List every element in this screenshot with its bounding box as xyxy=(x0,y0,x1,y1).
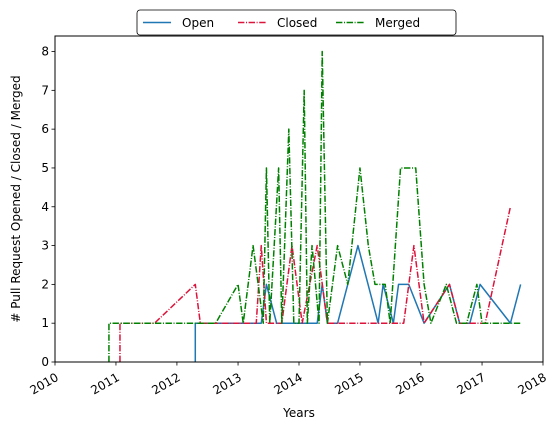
y-tick-label: 8 xyxy=(41,45,49,59)
legend-box xyxy=(136,9,457,36)
x-tick-label: 2014 xyxy=(271,370,304,397)
x-tick-label: 2012 xyxy=(149,370,182,397)
x-tick-label: 2010 xyxy=(27,370,60,397)
y-axis: 0 1 2 3 4 5 6 7 8 xyxy=(41,45,55,369)
legend: Open Closed Merged xyxy=(136,9,457,36)
x-tick-label: 2013 xyxy=(210,370,243,397)
legend-label-merged: Merged xyxy=(375,16,420,30)
y-tick-label: 3 xyxy=(41,239,49,253)
x-tick-label: 2018 xyxy=(515,370,548,397)
x-tick-label: 2017 xyxy=(454,370,487,397)
y-tick-label: 4 xyxy=(41,200,49,214)
y-tick-label: 1 xyxy=(41,316,49,330)
y-tick-label: 7 xyxy=(41,83,49,97)
plot-lines xyxy=(108,50,522,362)
series-line-merged xyxy=(108,50,521,362)
x-tick-label: 2011 xyxy=(88,370,121,397)
x-axis: 2010 2011 2012 2013 2014 2015 2016 2017 2018 xyxy=(27,362,549,397)
legend-label-open: Open xyxy=(182,16,214,30)
y-tick-label: 0 xyxy=(41,355,49,369)
x-tick-label: 2015 xyxy=(332,370,365,397)
y-axis-label: # Pull Request Opened / Closed / Merged xyxy=(9,75,23,322)
y-tick-label: 5 xyxy=(41,161,49,175)
x-tick-label: 2016 xyxy=(393,370,426,397)
y-tick-label: 2 xyxy=(41,277,49,291)
y-tick-label: 6 xyxy=(41,122,49,136)
x-axis-label: Years xyxy=(282,406,315,420)
series-line-closed xyxy=(119,206,512,362)
legend-label-closed: Closed xyxy=(277,16,317,30)
